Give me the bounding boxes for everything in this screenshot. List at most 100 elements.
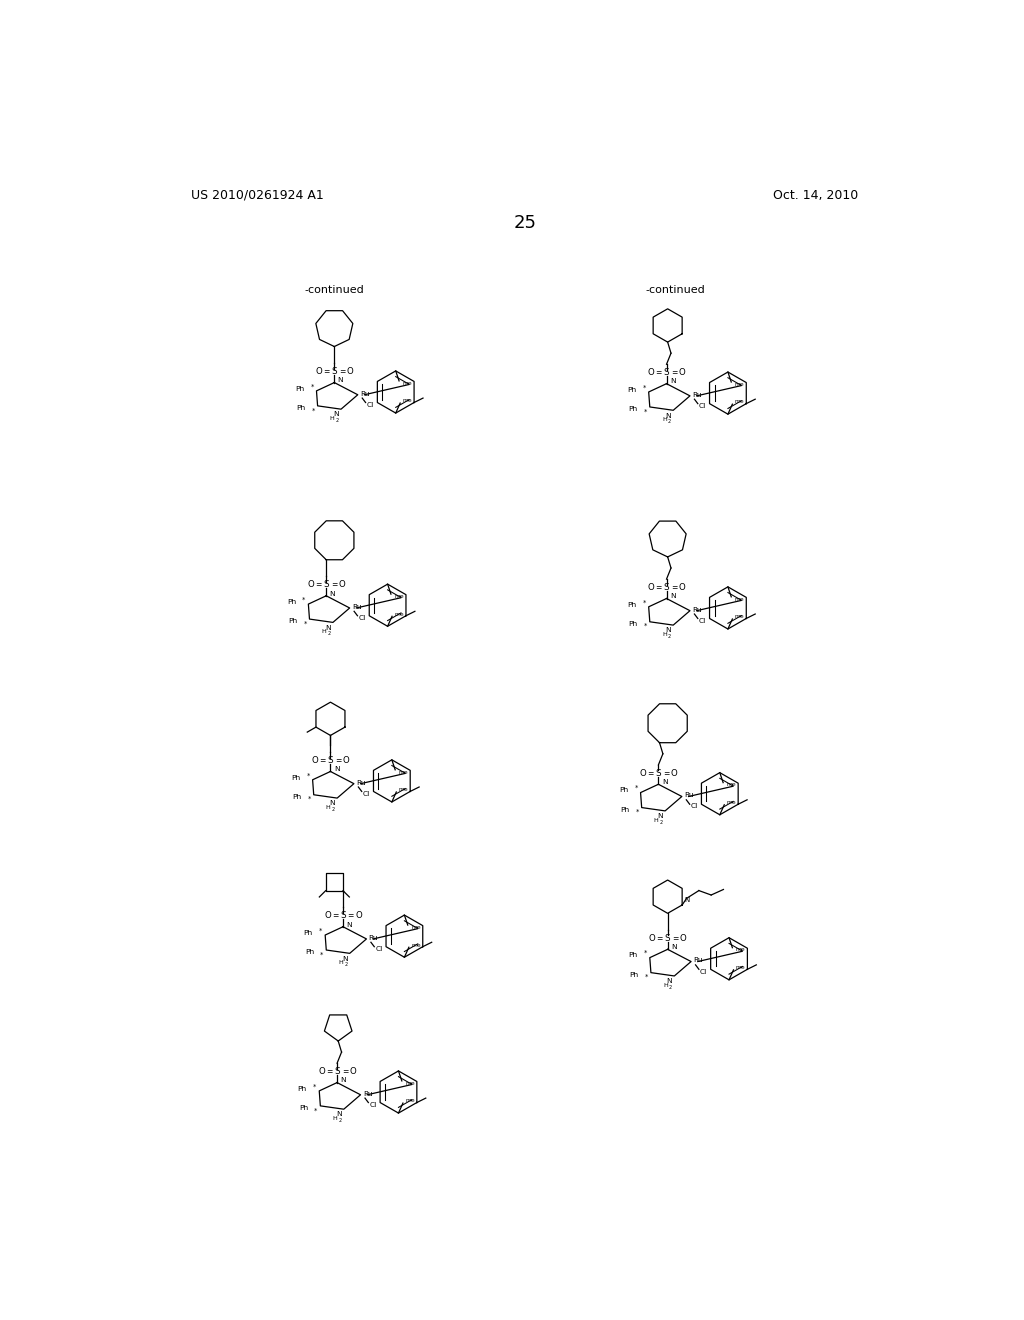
Text: Ru: Ru xyxy=(693,957,702,964)
Text: Ph: Ph xyxy=(298,1085,307,1092)
Text: O: O xyxy=(324,911,331,920)
Text: Ph: Ph xyxy=(295,385,304,392)
Text: me: me xyxy=(398,770,409,775)
Text: N: N xyxy=(346,921,352,928)
Text: Ph: Ph xyxy=(296,405,305,411)
Text: US 2010/0261924 A1: US 2010/0261924 A1 xyxy=(191,189,325,202)
Text: =: = xyxy=(647,768,653,777)
Text: Ph: Ph xyxy=(287,599,296,605)
Text: =: = xyxy=(655,368,662,378)
Text: *: * xyxy=(644,408,647,414)
Text: Ph: Ph xyxy=(627,602,636,607)
Text: *: * xyxy=(635,785,638,791)
Text: N: N xyxy=(684,896,689,903)
Text: me: me xyxy=(406,1098,415,1104)
Text: Ph: Ph xyxy=(629,620,638,627)
Text: me: me xyxy=(734,597,744,602)
Text: Ph: Ph xyxy=(304,929,313,936)
Text: N: N xyxy=(662,779,668,785)
Text: me: me xyxy=(734,614,744,619)
Text: Cl: Cl xyxy=(358,615,366,620)
Text: O: O xyxy=(318,1067,325,1076)
Text: *: * xyxy=(642,384,646,391)
Text: H: H xyxy=(333,1115,337,1121)
Text: *: * xyxy=(313,1084,316,1089)
Text: N: N xyxy=(330,800,335,807)
Text: Ru: Ru xyxy=(352,603,361,610)
Text: *: * xyxy=(310,383,313,389)
Text: O: O xyxy=(679,583,685,591)
Text: S: S xyxy=(340,911,346,920)
Text: Ph: Ph xyxy=(299,1105,308,1111)
Text: N: N xyxy=(666,412,671,418)
Text: me: me xyxy=(394,611,403,616)
Text: 2: 2 xyxy=(659,820,663,825)
Text: me: me xyxy=(402,399,412,404)
Text: N: N xyxy=(666,627,671,634)
Text: 2: 2 xyxy=(668,420,671,424)
Text: S: S xyxy=(664,583,670,591)
Text: Ph: Ph xyxy=(621,807,630,813)
Text: O: O xyxy=(680,933,687,942)
Text: O: O xyxy=(343,756,349,764)
Text: =: = xyxy=(339,367,345,376)
Text: N: N xyxy=(671,944,677,950)
Text: 2: 2 xyxy=(336,418,339,422)
Text: O: O xyxy=(346,367,353,376)
Text: =: = xyxy=(315,581,322,589)
Text: *: * xyxy=(303,620,307,627)
Text: me: me xyxy=(398,787,409,792)
Text: H: H xyxy=(326,805,331,809)
Text: *: * xyxy=(314,1107,317,1113)
Text: N: N xyxy=(333,412,339,417)
Text: Oct. 14, 2010: Oct. 14, 2010 xyxy=(773,189,858,202)
Text: Ph: Ph xyxy=(629,953,638,958)
Text: Ru: Ru xyxy=(362,1090,373,1097)
Text: Ph: Ph xyxy=(620,788,629,793)
Text: me: me xyxy=(411,942,421,948)
Text: =: = xyxy=(324,367,330,376)
Text: -continued: -continued xyxy=(304,285,365,296)
Text: 2: 2 xyxy=(668,634,671,639)
Text: Ph: Ph xyxy=(629,407,638,412)
Text: me: me xyxy=(406,1081,415,1085)
Text: Cl: Cl xyxy=(370,1102,377,1107)
Text: =: = xyxy=(331,581,337,589)
Text: O: O xyxy=(355,911,362,920)
Text: H: H xyxy=(662,417,667,422)
Text: 2: 2 xyxy=(344,962,347,968)
Text: O: O xyxy=(315,367,323,376)
Text: N: N xyxy=(336,1111,342,1118)
Text: S: S xyxy=(664,368,670,378)
Text: me: me xyxy=(735,948,745,953)
Text: S: S xyxy=(665,933,671,942)
Text: me: me xyxy=(726,783,736,787)
Text: N: N xyxy=(670,593,676,599)
Text: *: * xyxy=(302,597,305,603)
Text: me: me xyxy=(734,400,744,404)
Text: Ru: Ru xyxy=(360,391,370,396)
Text: *: * xyxy=(321,952,324,957)
Text: =: = xyxy=(664,768,670,777)
Text: 25: 25 xyxy=(513,214,537,232)
Text: O: O xyxy=(639,768,646,777)
Text: S: S xyxy=(328,756,333,764)
Text: Ph: Ph xyxy=(292,793,301,800)
Text: H: H xyxy=(338,960,343,965)
Text: H: H xyxy=(664,982,668,987)
Text: me: me xyxy=(411,925,421,929)
Text: N: N xyxy=(325,624,331,631)
Text: O: O xyxy=(339,581,345,589)
Text: =: = xyxy=(671,583,678,591)
Text: Ph: Ph xyxy=(305,949,314,956)
Text: Cl: Cl xyxy=(691,804,698,809)
Text: H: H xyxy=(662,632,667,636)
Text: Ph: Ph xyxy=(288,618,297,624)
Text: Cl: Cl xyxy=(362,791,370,797)
Text: O: O xyxy=(648,933,655,942)
Text: N: N xyxy=(667,978,672,985)
Text: me: me xyxy=(734,381,744,387)
Text: S: S xyxy=(332,367,337,376)
Text: O: O xyxy=(679,368,685,378)
Text: =: = xyxy=(671,368,678,378)
